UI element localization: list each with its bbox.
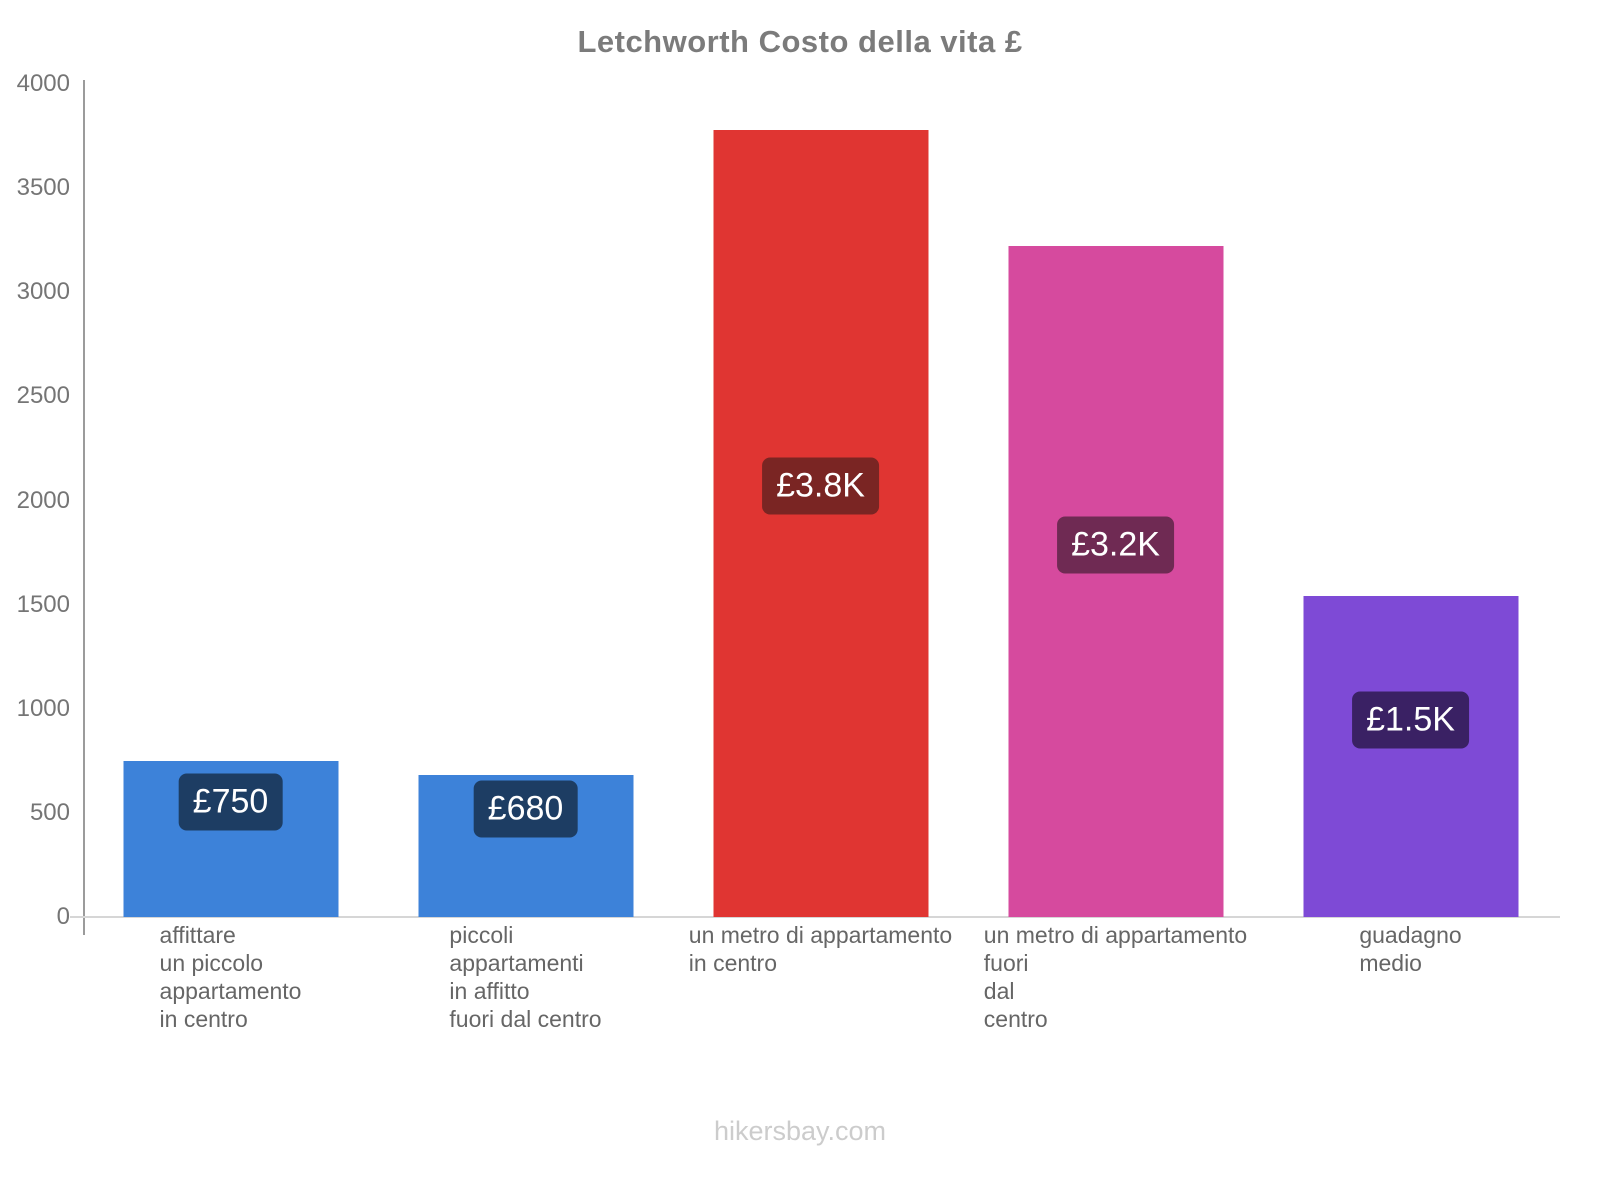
y-tick-label: 1500 xyxy=(16,590,70,618)
bar-slot: £680 xyxy=(378,84,673,917)
bar-5[interactable]: £1.5K xyxy=(1303,596,1518,917)
category-label: guadagno medio xyxy=(1359,922,1462,976)
plot-area: £750 £680 £3.8K £3.2K £1.5K xyxy=(83,84,1558,917)
value-label: £680 xyxy=(473,780,578,838)
bar-2[interactable]: £680 xyxy=(418,775,633,917)
category-cell: affittare un piccolo appartamento in cen… xyxy=(83,921,378,1033)
category-cell: un metro di appartamento in centro xyxy=(673,921,968,1033)
y-axis-line xyxy=(83,80,85,935)
chart-title: Letchworth Costo della vita £ xyxy=(577,24,1023,59)
x-axis-category-labels: affittare un piccolo appartamento in cen… xyxy=(83,921,1558,1033)
bar-slot: £750 xyxy=(83,84,378,917)
watermark-text: hikersbay.com xyxy=(713,1116,887,1146)
y-tick-label: 2500 xyxy=(16,382,70,410)
y-tick-label: 0 xyxy=(56,903,70,930)
y-tick-label: 500 xyxy=(29,798,70,826)
value-label: £1.5K xyxy=(1352,691,1469,749)
bar-4[interactable]: £3.2K xyxy=(1008,246,1223,917)
category-label: un metro di appartamento fuori dal centr… xyxy=(983,922,1248,1032)
y-tick-label: 1000 xyxy=(16,694,70,722)
y-tick-label: 4000 xyxy=(16,70,70,97)
bar-1[interactable]: £750 xyxy=(123,760,338,917)
value-label: £3.8K xyxy=(762,457,879,515)
category-cell: piccoli appartamenti in affitto fuori da… xyxy=(378,921,673,1033)
category-label: un metro di appartamento in centro xyxy=(688,922,953,976)
y-tick-label: 3000 xyxy=(16,278,70,306)
value-label: £750 xyxy=(178,773,283,831)
category-cell: guadagno medio xyxy=(1263,921,1558,1033)
bar-slot: £3.8K xyxy=(673,84,968,917)
value-label: £3.2K xyxy=(1057,516,1174,574)
bar-slot: £3.2K xyxy=(968,84,1263,917)
y-tick-label: 3500 xyxy=(16,174,70,202)
bar-slot: £1.5K xyxy=(1263,84,1558,917)
category-label: affittare un piccolo appartamento in cen… xyxy=(159,922,302,1032)
category-label: piccoli appartamenti in affitto fuori da… xyxy=(449,922,602,1032)
category-cell: un metro di appartamento fuori dal centr… xyxy=(968,921,1263,1033)
y-tick-label: 2000 xyxy=(16,486,70,514)
bar-3[interactable]: £3.8K xyxy=(713,129,928,917)
x-axis-baseline xyxy=(70,916,1560,918)
y-axis-tick-labels: 0 500 1000 1500 2000 2500 3000 3500 4000 xyxy=(0,70,70,930)
